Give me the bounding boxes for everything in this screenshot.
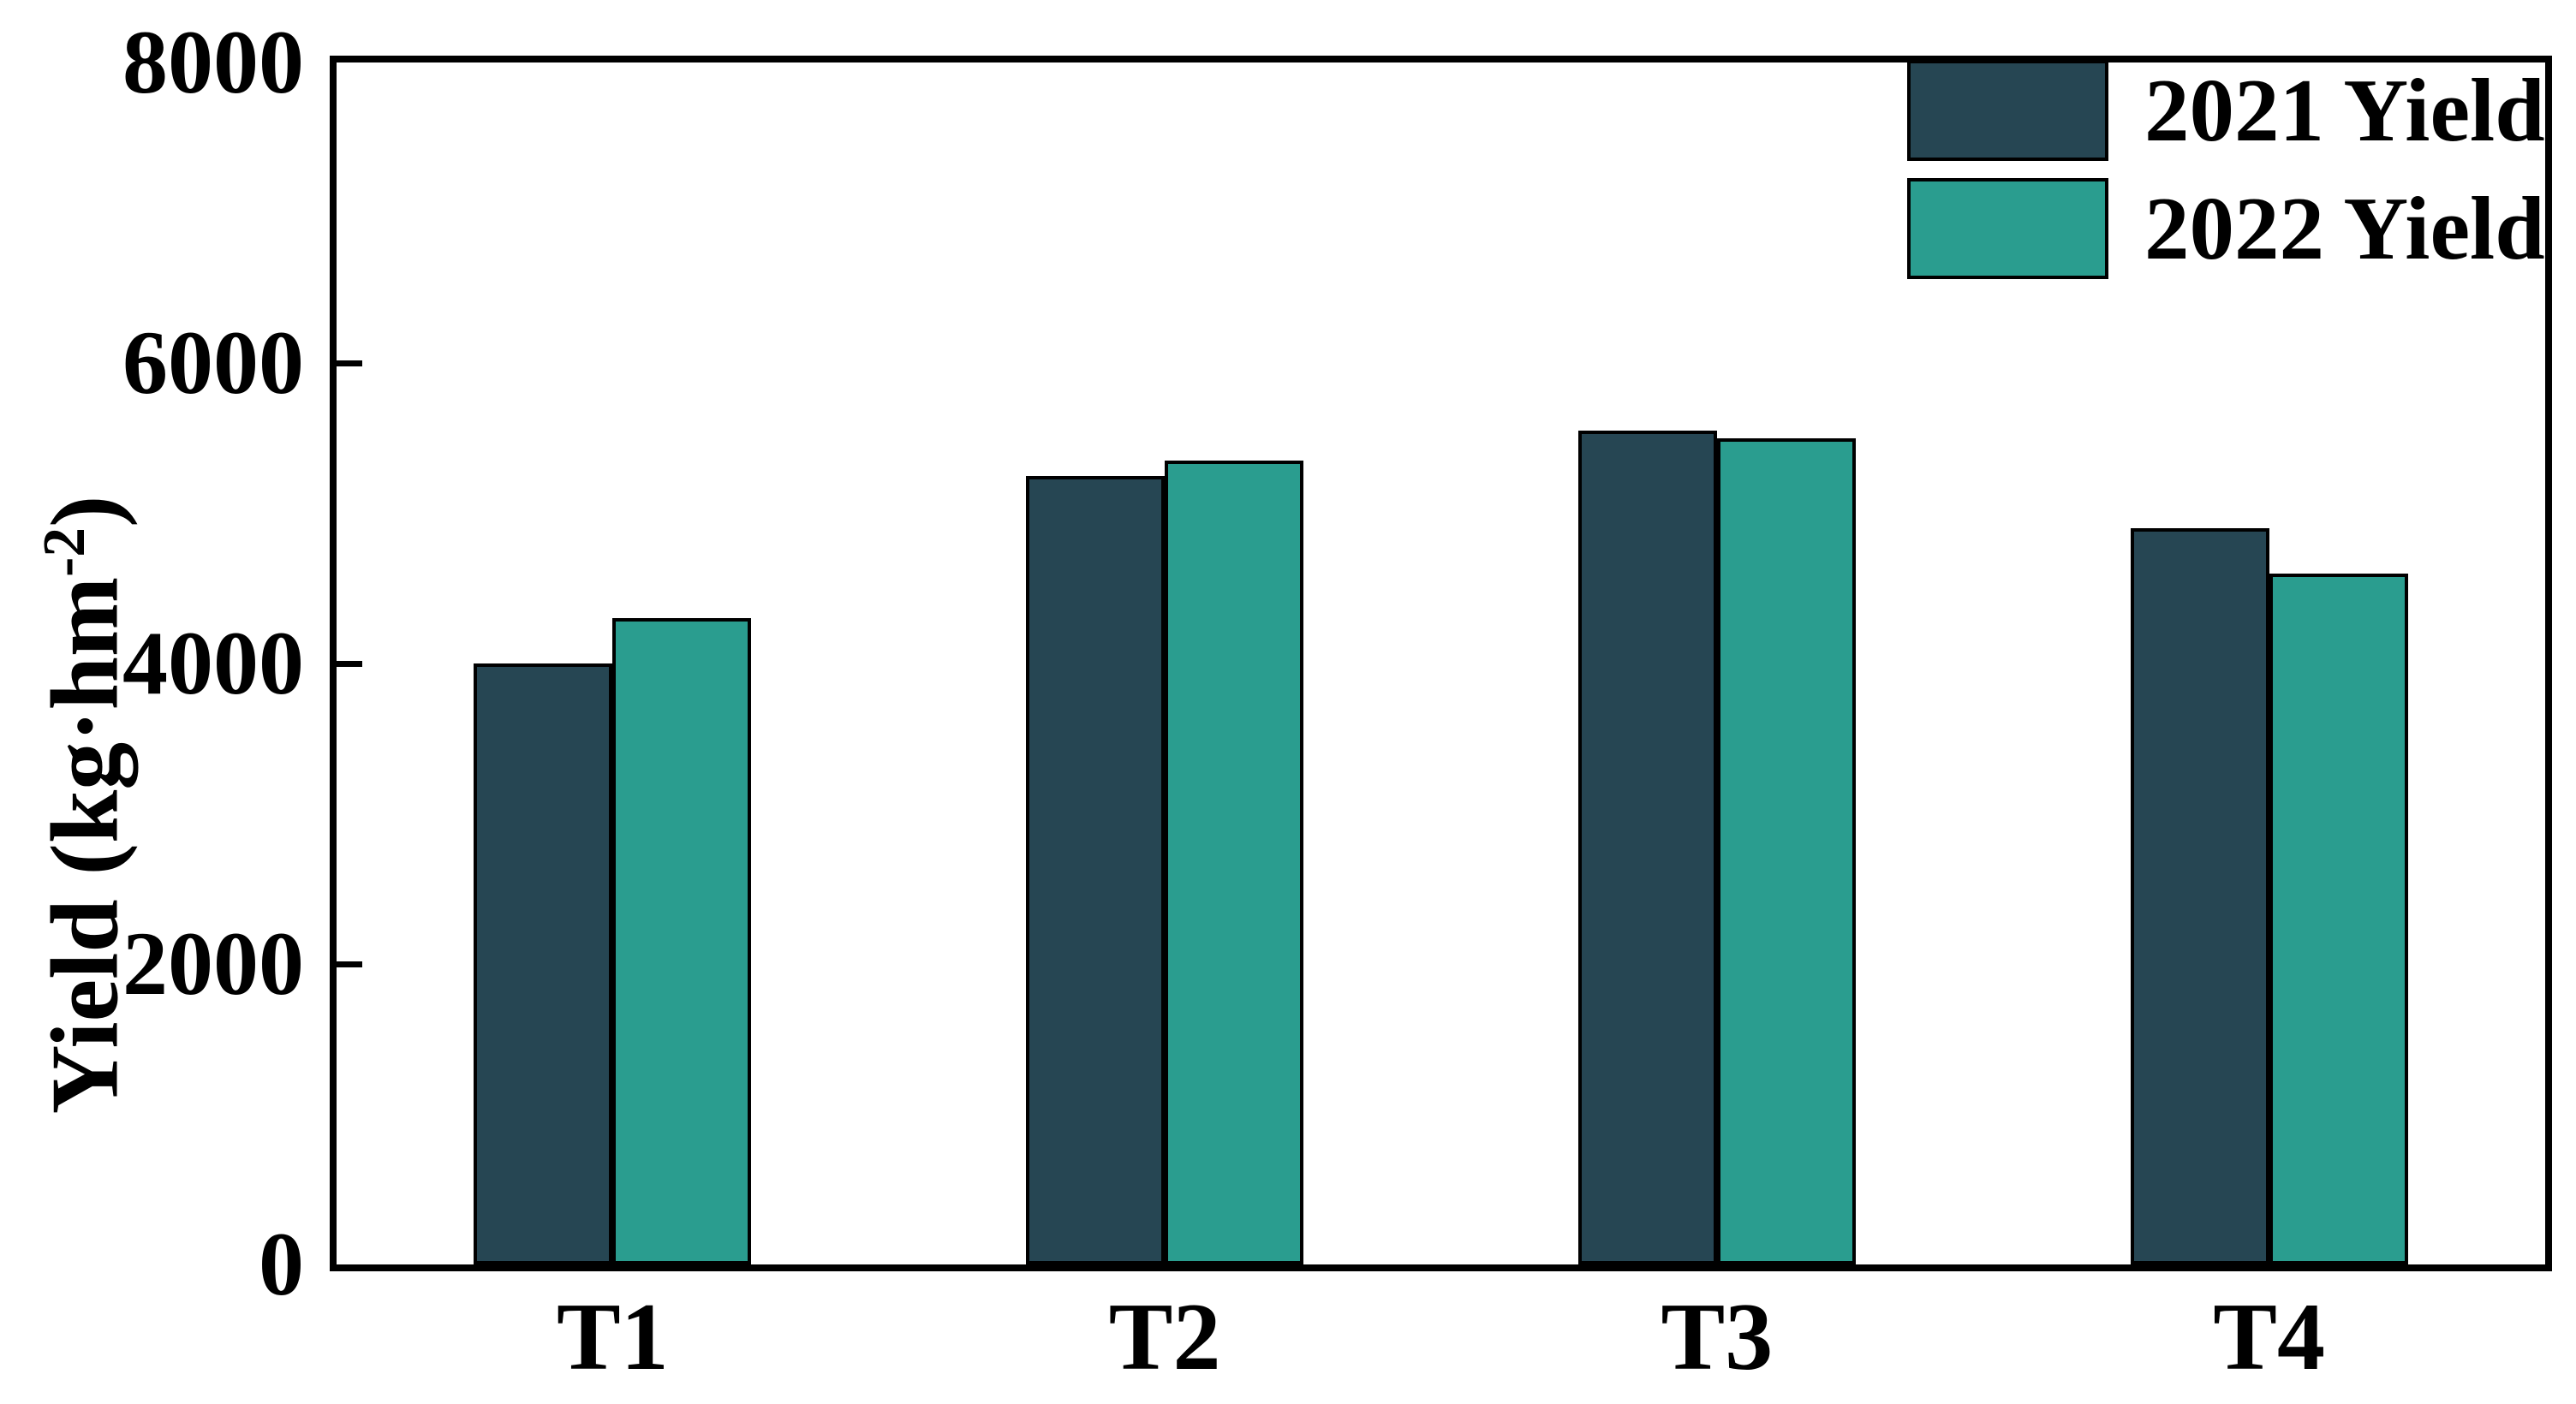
x-tick-label-T3: T3 [1661, 1284, 1774, 1390]
bar-T1-2021-yield [474, 663, 613, 1264]
legend-entry-2022: 2022 Yield [1907, 178, 2545, 279]
y-tick-label-6000: 6000 [122, 312, 304, 413]
y-axis-label-close: ) [32, 495, 139, 527]
bar-T3-2022-yield [1716, 437, 1856, 1264]
x-tick-label-T1: T1 [557, 1284, 669, 1390]
legend-label-2022: 2022 Yield [2144, 178, 2545, 278]
legend-swatch-2022 [1907, 178, 2108, 279]
y-axis-label-superscript: -2 [32, 526, 98, 577]
y-axis-label: Yield (kg·hm-2) [31, 496, 141, 1115]
bar-T4-2021-yield [2130, 528, 2269, 1264]
legend-label-2021: 2021 Yield [2144, 60, 2545, 160]
plot-area [330, 56, 2552, 1271]
legend-swatch-2021 [1907, 60, 2108, 161]
legend: 2021 Yield 2022 Yield [1907, 60, 2545, 296]
y-tick-label-4000: 4000 [122, 613, 304, 713]
bar-T1-2022-yield [612, 618, 752, 1264]
y-tick-label-0: 0 [259, 1214, 304, 1314]
bar-T3-2021-yield [1577, 430, 1717, 1264]
x-tick-label-T4: T4 [2213, 1284, 2325, 1390]
bar-T4-2022-yield [2269, 573, 2408, 1264]
legend-entry-2021: 2021 Yield [1907, 60, 2545, 161]
bar-T2-2022-yield [1165, 461, 1304, 1264]
y-tick-mark-4000 [337, 660, 362, 667]
y-tick-label-2000: 2000 [122, 913, 304, 1014]
bar-T2-2021-yield [1026, 475, 1166, 1264]
y-tick-label-8000: 8000 [122, 12, 304, 112]
x-tick-label-T2: T2 [1108, 1284, 1221, 1390]
y-tick-mark-2000 [337, 961, 362, 967]
y-tick-mark-6000 [337, 360, 362, 366]
